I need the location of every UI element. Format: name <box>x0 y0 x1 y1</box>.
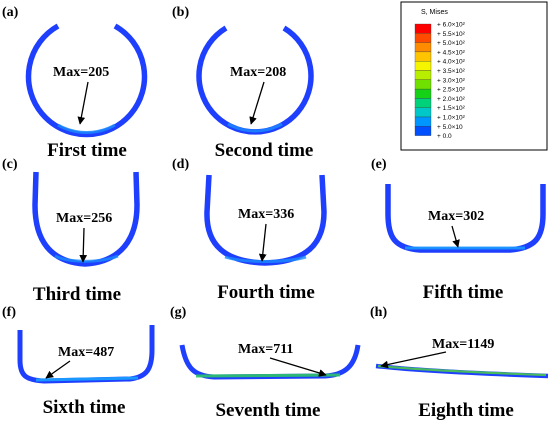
legend-tick-label: + 4.0×10² <box>437 59 466 66</box>
legend-swatch <box>414 126 432 136</box>
legend: S, Mises + 6.0×10² + 5.5×10² + 5.0×10² + 4.… <box>400 1 548 151</box>
max-arrow-d <box>258 223 267 262</box>
legend-swatch <box>414 88 432 99</box>
panel-label-e: (e) <box>371 157 387 172</box>
legend-swatch <box>414 33 432 43</box>
max-label-c: Max=256 <box>56 211 112 226</box>
max-label-g: Max=711 <box>238 342 293 357</box>
ring-shape-e <box>385 184 546 253</box>
legend-tick-label: + 2.0×10² <box>437 96 466 103</box>
legend-swatch <box>414 61 432 71</box>
panel-label-h: (h) <box>370 305 387 320</box>
max-label-b: Max=208 <box>230 65 286 80</box>
max-arrow-h <box>380 351 447 369</box>
panel-label-f: (f) <box>2 305 16 320</box>
caption-a: First time <box>47 140 127 161</box>
caption-c: Third time <box>33 284 121 305</box>
ring-shape-a <box>25 23 148 138</box>
legend-tick-label: + 1.5×10² <box>437 105 466 112</box>
legend-tick-label: + 5.0×10² <box>437 40 466 47</box>
ring-shape-d <box>204 174 327 266</box>
caption-b: Second time <box>215 140 314 161</box>
max-arrow-g <box>269 357 327 377</box>
caption-g: Seventh time <box>215 400 320 421</box>
panel-label-g: (g) <box>170 305 187 320</box>
legend-tick-label: + 3.0×10² <box>437 77 466 84</box>
panel-d: (d) Max=336 Fourth time <box>172 157 327 303</box>
legend-swatch <box>414 70 432 80</box>
legend-swatch <box>414 42 432 53</box>
panel-label-a: (a) <box>2 5 19 20</box>
caption-d: Fourth time <box>217 282 315 303</box>
legend-tick-label: + 5.5×10² <box>437 31 466 38</box>
panel-a: (a) Max=205 First time <box>2 5 148 161</box>
caption-h: Eighth time <box>418 400 514 421</box>
legend-tick-label: + 2.5×10² <box>437 87 466 94</box>
legend-tick-label: + 1.0×10² <box>437 115 466 122</box>
max-arrow-b <box>249 81 265 125</box>
ring-shape-c <box>32 171 140 267</box>
legend-swatch <box>414 116 432 127</box>
max-arrow-e <box>451 225 460 248</box>
max-arrow-c <box>79 227 88 263</box>
max-label-f: Max=487 <box>58 345 114 360</box>
panel-c: (c) Max=256 Third time <box>2 157 140 305</box>
legend-swatch <box>414 107 432 118</box>
max-label-e: Max=302 <box>428 209 484 224</box>
legend-title: S, Mises <box>421 9 448 16</box>
max-label-d: Max=336 <box>238 207 294 222</box>
legend-tick-label: + 3.5×10² <box>437 68 466 75</box>
legend-swatch <box>414 23 432 34</box>
legend-scale: + 6.0×10² + 5.5×10² + 5.0×10² + 4.5×10² + 4.… <box>414 22 466 140</box>
max-label-a: Max=205 <box>53 65 109 80</box>
legend-tick-label: + 6.0×10² <box>437 22 466 29</box>
panel-h: (h) Max=1149 Eighth time <box>370 305 549 421</box>
caption-e: Fifth time <box>423 282 504 303</box>
max-arrow-a <box>77 81 89 125</box>
legend-tick-label: + 0.0 <box>437 133 452 140</box>
legend-swatch <box>414 51 432 62</box>
ring-stress-band-f <box>35 376 139 382</box>
ring-stress-band-g <box>195 373 341 378</box>
panel-label-d: (d) <box>172 157 189 172</box>
legend-swatch <box>414 98 432 108</box>
panel-label-c: (c) <box>2 157 18 172</box>
panel-e: (e) Max=302 Fifth time <box>371 157 546 303</box>
ring-stress-band-h <box>377 364 547 377</box>
panel-f: (f) Max=487 Sixth time <box>2 305 155 418</box>
max-arrow-f <box>45 360 71 379</box>
legend-tick-label: + 5.0×10 <box>437 124 463 131</box>
panel-g: (g) Max=711 Seventh time <box>170 305 361 421</box>
caption-f: Sixth time <box>43 397 126 418</box>
ring-stress-band-a <box>57 123 116 134</box>
legend-swatch <box>414 79 432 90</box>
ring-stress-band-b <box>227 122 283 133</box>
max-label-h: Max=1149 <box>432 337 494 352</box>
panel-label-b: (b) <box>172 5 189 20</box>
legend-tick-label: + 4.5×10² <box>437 49 466 56</box>
panel-b: (b) Max=208 Second time <box>172 5 314 161</box>
